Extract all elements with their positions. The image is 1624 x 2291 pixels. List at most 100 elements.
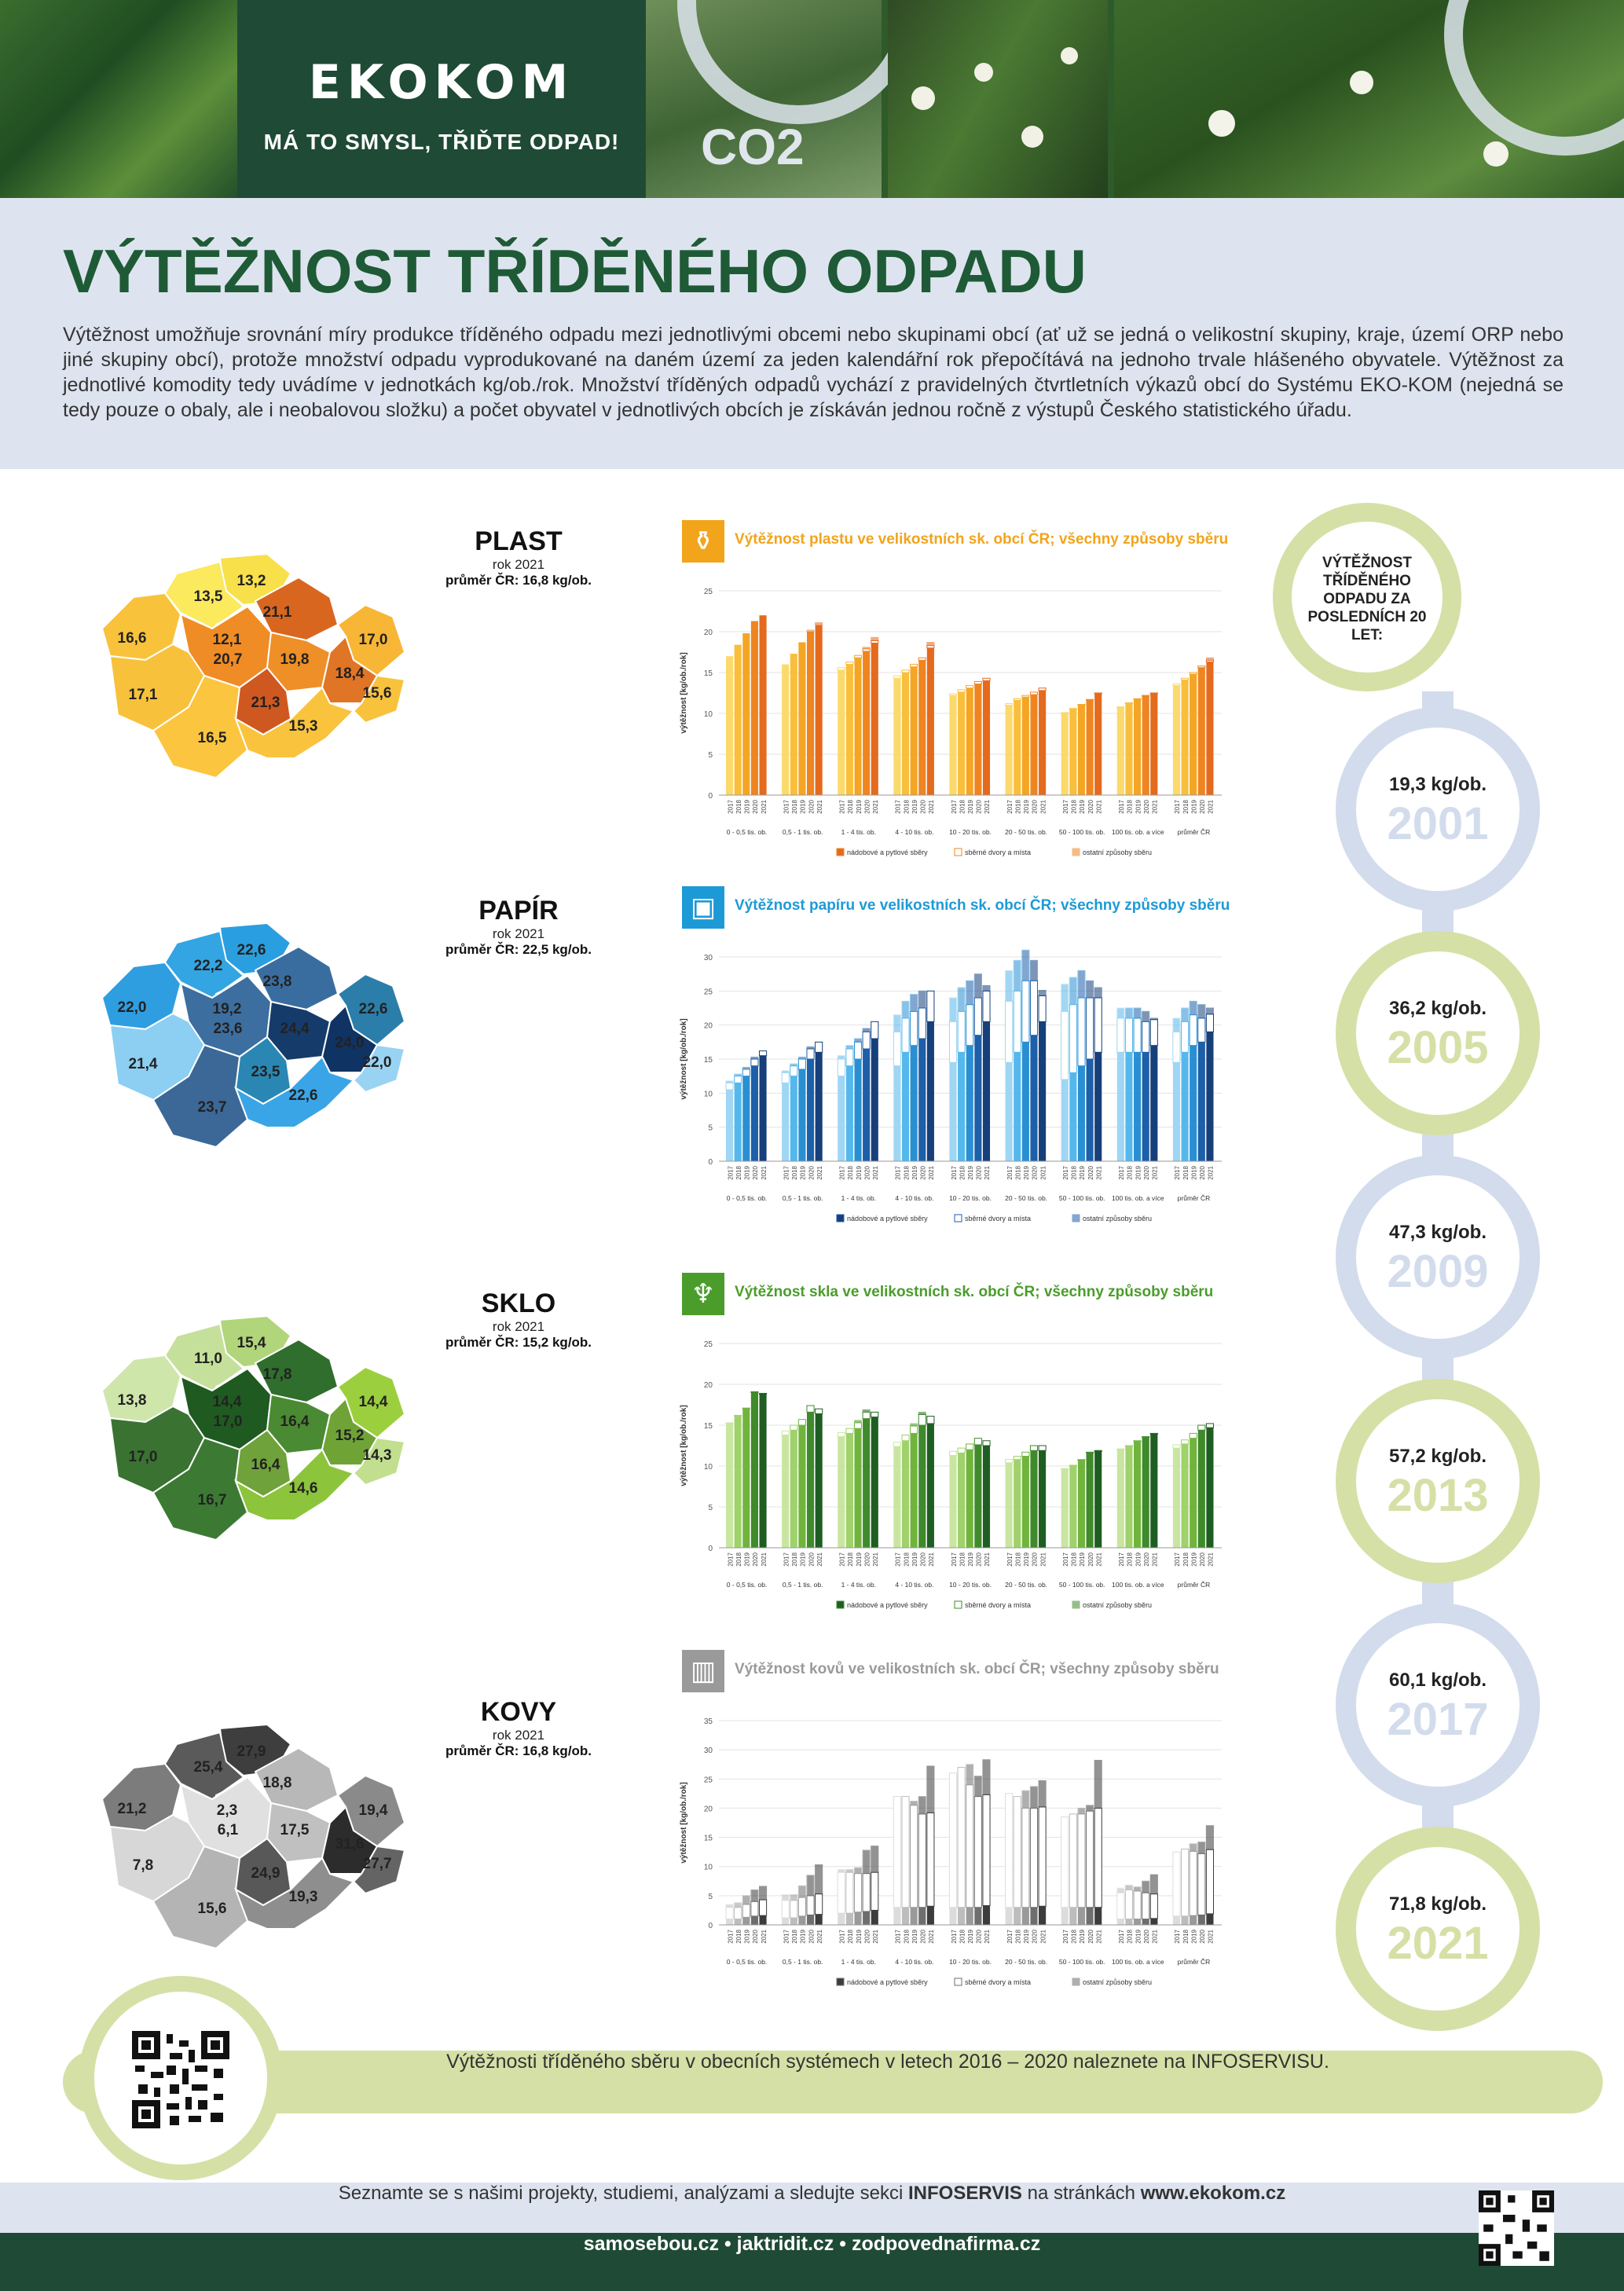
year-tick-label: 2017 [951,1552,958,1566]
map-region-value: 13,2 [237,573,266,589]
map-year: rok 2021 [492,1728,545,1743]
footer-website-link[interactable]: www.ekokom.cz [1140,2183,1286,2204]
chart-bar-segment [1134,1052,1142,1161]
chart-bar-segment [790,1430,797,1548]
y-tick-label: 25 [704,588,713,596]
chart-bar-segment [1077,1907,1086,1925]
year-tick-label: 2018 [847,1929,854,1943]
year-tick-label: 2020 [863,1552,871,1566]
category-label: 0,5 - 1 tis. ob. [783,1958,823,1966]
chart-bar-segment [1181,1007,1190,1022]
chart-bar-segment [734,1902,742,1908]
chart-bar-segment [837,1871,845,1914]
footer-infoservis-link[interactable]: INFOSERVIS [908,2183,1022,2204]
chart-bar-segment [893,1014,901,1032]
legend-label: nádobové a pytlové sběry [847,1978,928,1986]
chart-bar-segment [974,1907,982,1925]
chart-bar-segment [1142,696,1149,795]
ring-decoration [677,0,919,124]
year-tick-label: 2018 [1071,1929,1078,1943]
y-tick-label: 15 [704,1056,713,1065]
chart-bar-segment [926,1423,934,1548]
chart-bar-segment [758,1899,768,1916]
chart-bar-segment [1038,1780,1047,1808]
year-tick-label: 2019 [1135,1552,1142,1566]
year-tick-label: 2019 [967,1552,974,1566]
chart-bar-segment [1125,1919,1133,1925]
chart-bar-segment [759,615,767,795]
year-tick-label: 2018 [1182,1165,1190,1179]
y-tick-label: 10 [704,710,713,719]
chart-bar-segment [1197,1017,1206,1043]
chart-bar-segment [1094,1450,1102,1452]
chart-bar-segment [958,691,966,795]
chart-bar-segment [725,1422,734,1424]
chart-bar-segment [918,1907,926,1925]
chart-bar-segment [1029,1786,1039,1809]
year-tick-label: 2020 [752,1165,759,1179]
chart-bar-segment [854,1428,862,1548]
chart-bar-segment [982,1440,991,1446]
chart-bar-segment [726,1919,734,1925]
chart-bar-segment [1014,1459,1021,1548]
y-tick-label: 0 [708,792,713,801]
chart-bar-segment [837,1055,845,1060]
chart-bar-segment [782,664,790,795]
region-map-papír: 22,6 22,2 22,0 19,2 23,8 23,6 24,4 22,6 21,4 24,0… [101,922,406,1149]
chart-bar-segment [758,1050,768,1057]
chart-bar-segment [1039,690,1047,795]
year-tick-label: 2017 [839,1929,846,1943]
year-tick-label: 2018 [1127,799,1134,813]
y-axis-label: výtěžnost [kg/ob./rok] [680,1018,688,1099]
footer-qr-code-icon[interactable] [1479,2190,1554,2266]
map-region [352,1845,406,1895]
map-region-value: 16,5 [198,730,227,746]
year-tick-label: 2019 [1190,1929,1197,1943]
chart-bar-segment [957,689,966,693]
year-tick-label: 2018 [847,799,854,813]
chart-bar-segment [806,1412,815,1548]
chart-bar-segment [782,1918,790,1925]
chart-bar-segment [742,1409,750,1548]
chart-bar-segment [893,675,901,679]
chart-bar-segment [1197,1430,1205,1548]
chart-bar-segment [982,1905,991,1925]
chart-bar-segment [966,1764,974,1786]
logo-panel: EKOKOM MÁ TO SMYSL, TŘIĎTE ODPAD! [237,0,646,198]
map-region-value: 31,6 [335,1836,365,1853]
can-icon: ▥ [682,1650,724,1692]
year-tick-label: 2020 [1087,799,1094,813]
chart-bar-segment [966,1784,974,1908]
chart-bar-segment [806,1046,815,1050]
category-label: 0,5 - 1 tis. ob. [783,1581,823,1589]
year-tick-label: 2021 [816,1165,823,1179]
chart-bar-segment [918,1039,926,1161]
map-region-value: 19,8 [280,651,310,668]
chart-bar-segment [958,1453,966,1548]
qr-code-icon[interactable] [132,2031,229,2128]
chart-bar-segment [871,1417,878,1548]
chart-bar-segment [893,1907,901,1925]
chart-bar-segment [1077,1065,1086,1161]
map-year: rok 2021 [492,1319,545,1334]
chart-bar-segment [957,1766,966,1908]
chart-bar-segment [1061,1816,1069,1908]
year-tick-label: 2021 [761,1929,768,1943]
chart-bar-segment [1172,1062,1181,1161]
year-tick-label: 2017 [727,1552,734,1566]
chart-bar-segment [759,1055,767,1161]
map-region-value: 15,6 [363,685,392,702]
year-tick-label: 2018 [1182,1929,1190,1943]
chart-bar-segment [1094,1052,1102,1161]
year-tick-label: 2019 [967,1929,974,1943]
map-region-value: 17,5 [280,1822,310,1838]
chart-bar-segment [1061,1469,1069,1548]
chart-bar-segment [871,1411,879,1418]
chart-bar-segment [871,1871,879,1911]
chart-bar-segment [1077,1459,1086,1461]
chart-bar-segment [837,1431,845,1438]
chart-bar-segment [1142,695,1150,697]
footer-links[interactable]: samosebou.cz • jaktridit.cz • zodpovedna… [0,2233,1624,2291]
year-tick-label: 2020 [976,1165,983,1179]
